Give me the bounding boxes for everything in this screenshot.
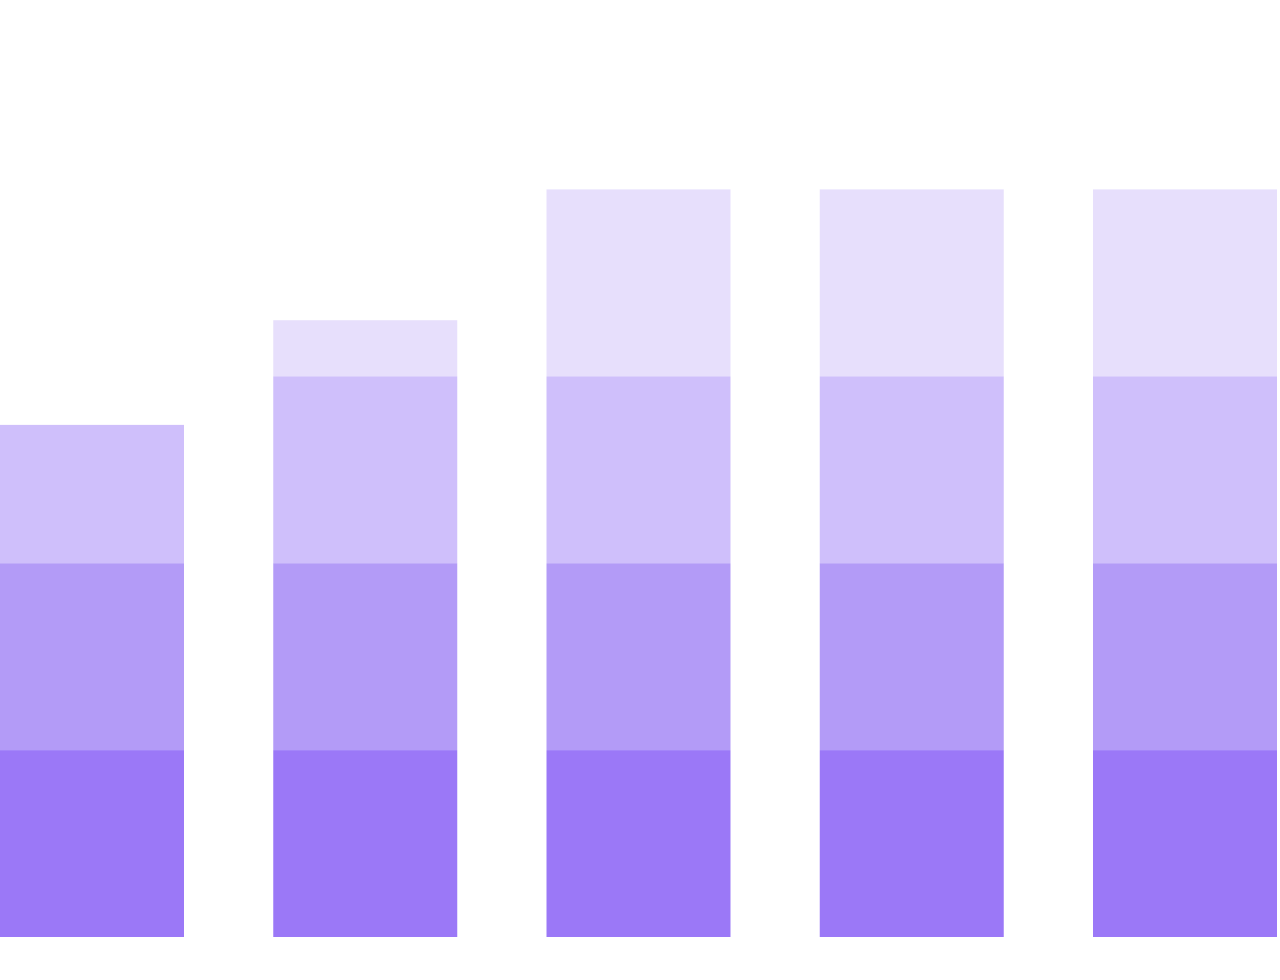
bar-segment-c5-s1	[1093, 750, 1277, 937]
bar-segment-c1-s2	[0, 563, 184, 751]
bars-layer	[0, 189, 1277, 937]
bar-segment-c4-s3	[819, 376, 1004, 564]
bar-segment-c1-s1	[0, 750, 184, 937]
bar-segment-c1-s3	[0, 424, 184, 564]
bar-segment-c5-s4	[1093, 189, 1277, 377]
bar-segment-c3-s1	[546, 750, 731, 937]
bar-segment-c3-s2	[546, 563, 731, 751]
bar-segment-c2-s3	[273, 376, 458, 564]
bar-segment-c4-s1	[819, 750, 1004, 937]
bar-segment-c2-s4	[273, 320, 458, 377]
bar-segment-c5-s2	[1093, 563, 1277, 751]
bar-segment-c2-s2	[273, 563, 458, 751]
bar-segment-c3-s3	[546, 376, 731, 564]
bar-segment-c5-s3	[1093, 376, 1277, 564]
bar-segment-c4-s4	[819, 189, 1004, 377]
bar-segment-c2-s1	[273, 750, 458, 937]
bar-segment-c3-s4	[546, 189, 731, 377]
bar-segment-c4-s2	[819, 563, 1004, 751]
